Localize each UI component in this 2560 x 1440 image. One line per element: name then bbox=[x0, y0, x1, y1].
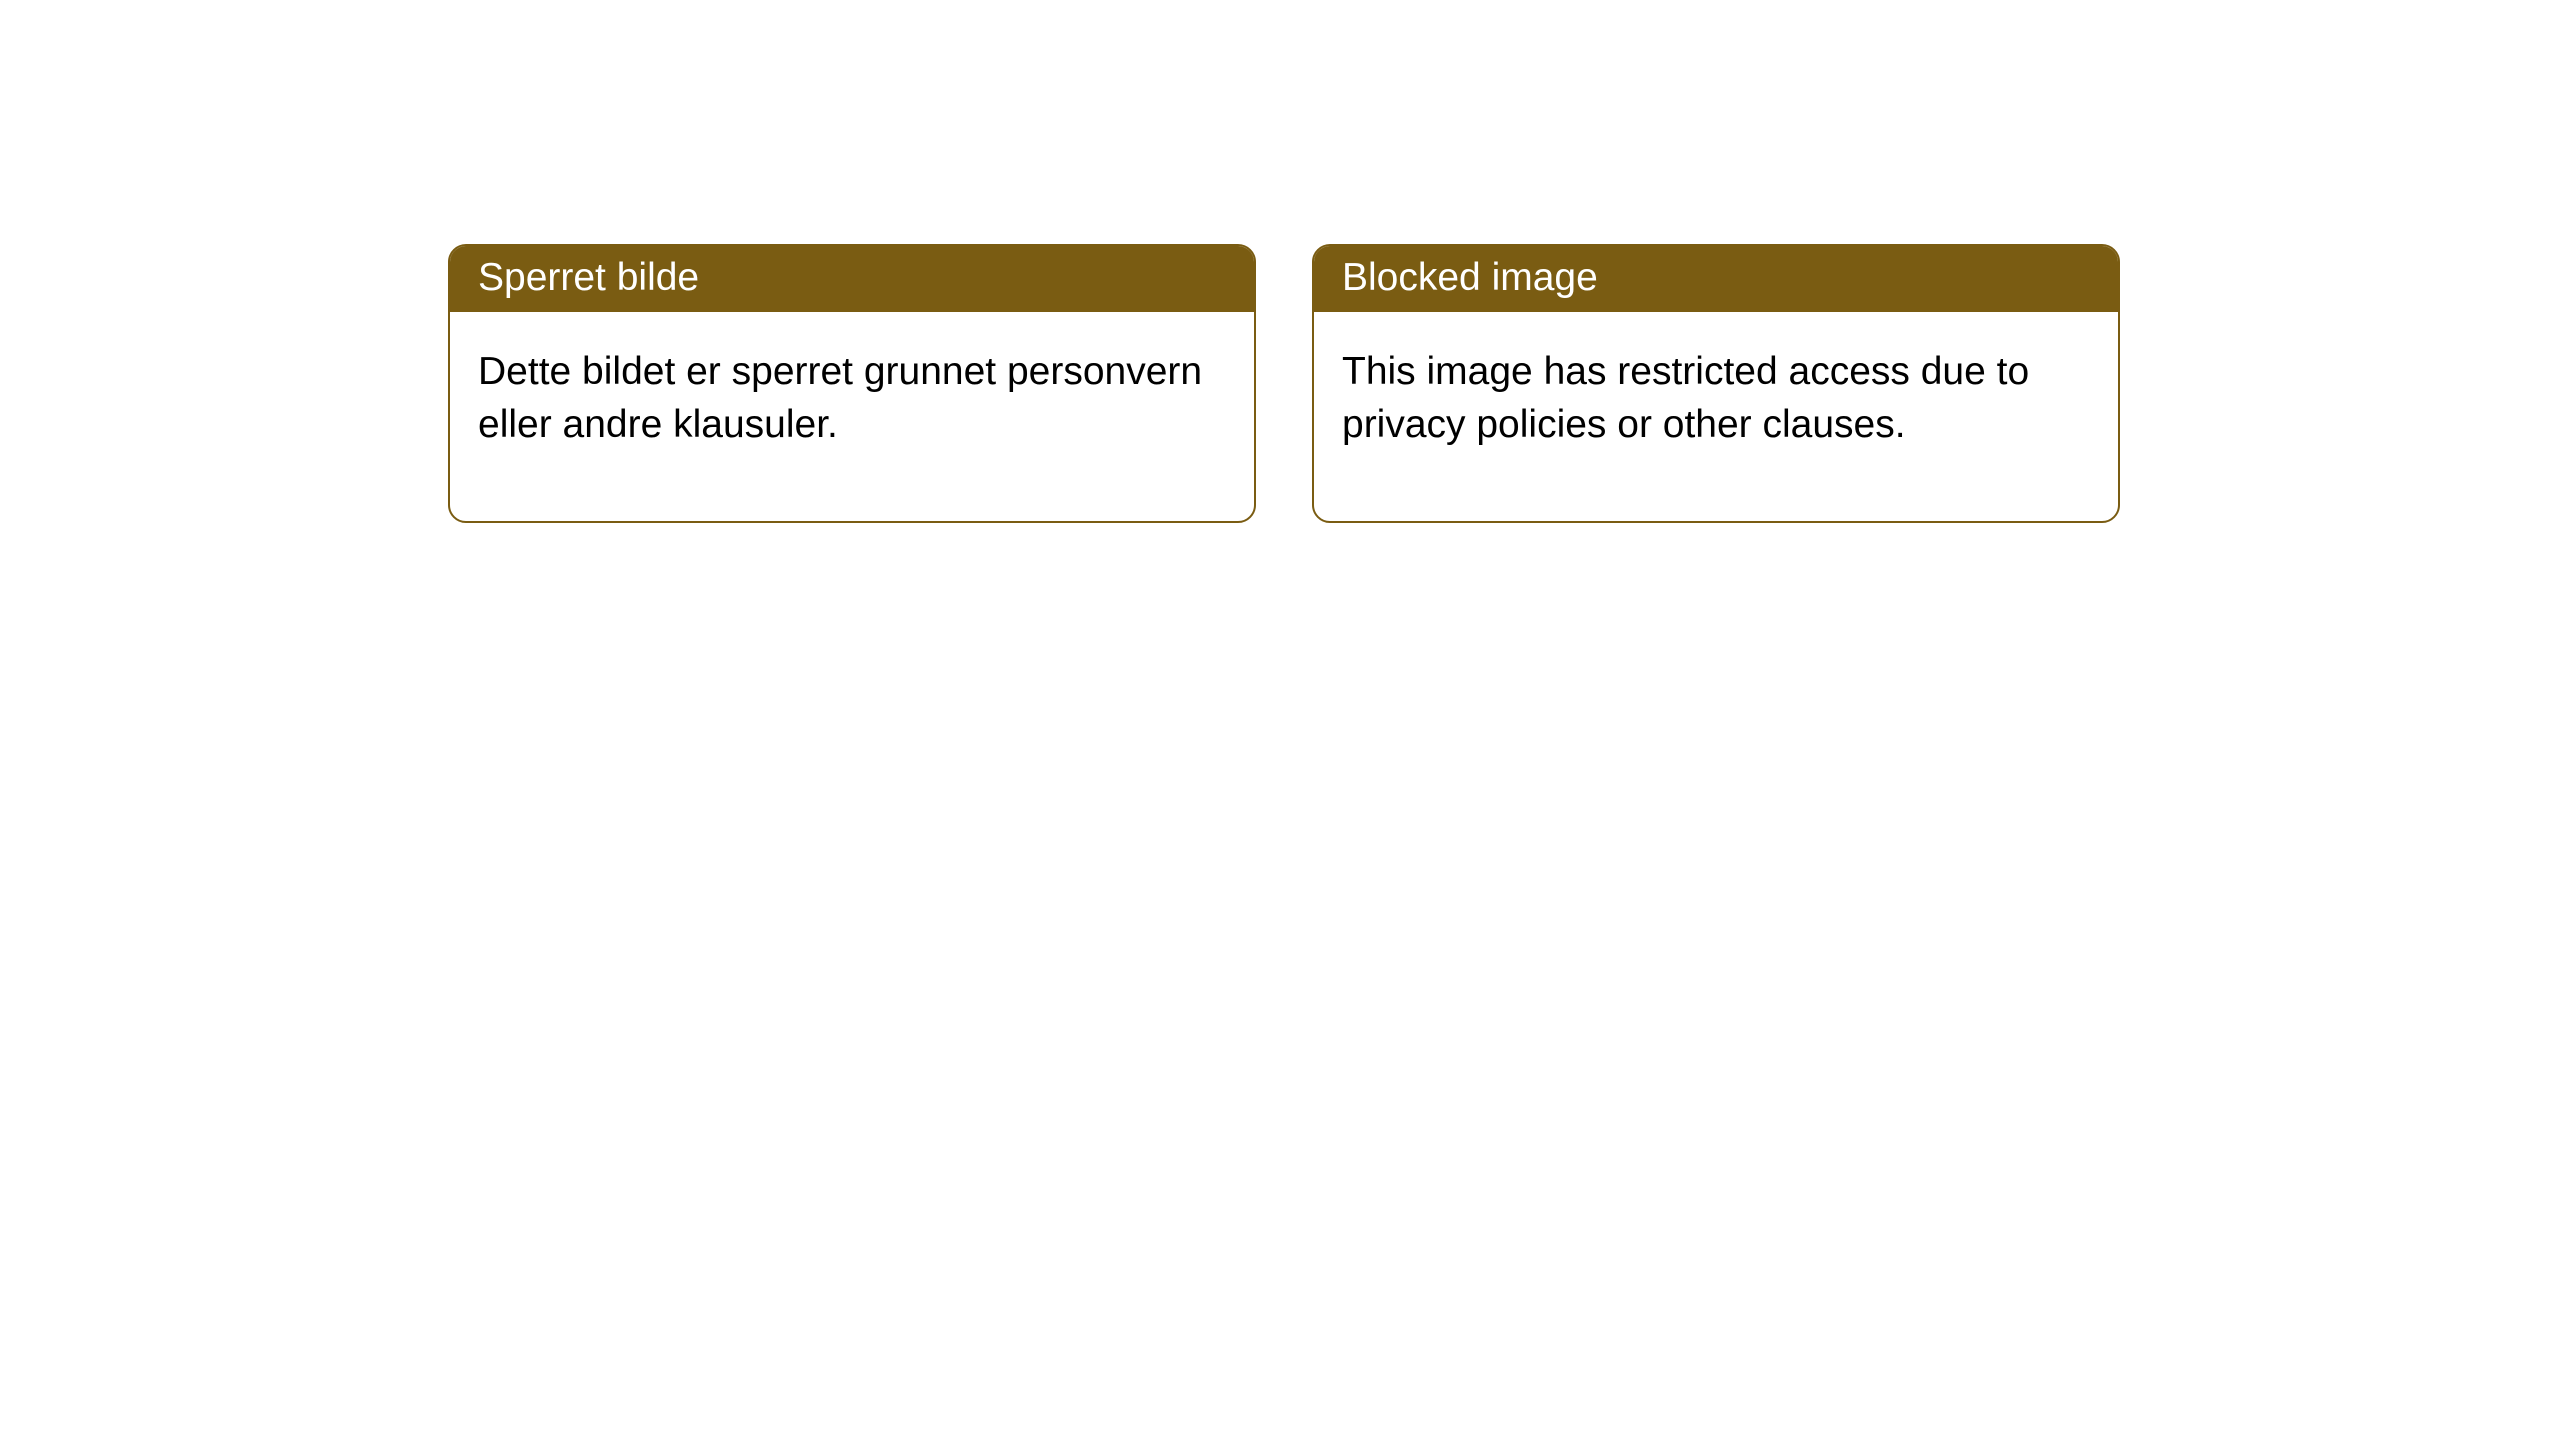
notice-header-english: Blocked image bbox=[1314, 246, 2118, 312]
notice-body-norwegian: Dette bildet er sperret grunnet personve… bbox=[450, 312, 1254, 521]
notice-body-english: This image has restricted access due to … bbox=[1314, 312, 2118, 521]
notice-card-norwegian: Sperret bilde Dette bildet er sperret gr… bbox=[448, 244, 1256, 523]
notices-container: Sperret bilde Dette bildet er sperret gr… bbox=[0, 0, 2560, 523]
notice-header-norwegian: Sperret bilde bbox=[450, 246, 1254, 312]
notice-card-english: Blocked image This image has restricted … bbox=[1312, 244, 2120, 523]
